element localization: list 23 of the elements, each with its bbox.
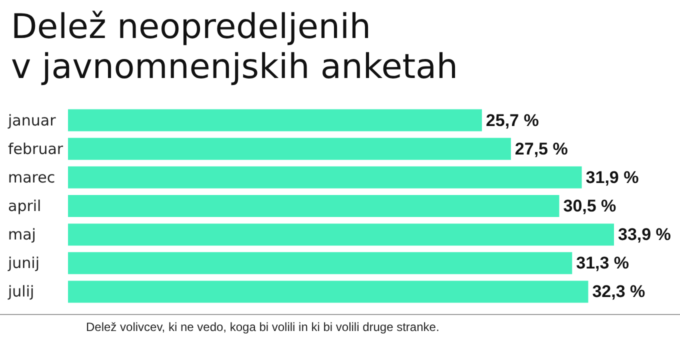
y-tick-label: februar <box>8 140 64 158</box>
bar <box>68 224 614 246</box>
data-label: 33,9 % <box>618 225 671 244</box>
text: Delež volivcev, ki ne vedo, koga bi volili in ki bi volili druge stranke. <box>86 320 440 334</box>
data-label: 25,7 % <box>486 110 539 130</box>
bar <box>68 195 560 217</box>
data-label: 30,5 % <box>563 196 616 216</box>
y-tick-label: januar <box>7 111 57 130</box>
y-tick-label: maj <box>8 226 36 244</box>
y-tick-label: julij <box>7 282 34 301</box>
data-label: 27,5 % <box>514 139 568 158</box>
bar <box>68 252 572 274</box>
y-tick-label: marec <box>8 168 56 186</box>
chart-title: Delež neopredeljenih v javnomnenjskih anketah <box>11 7 458 87</box>
data-label: 31,9 % <box>586 168 639 187</box>
y-tick-label: april <box>8 197 42 215</box>
data-label: 32,3 % <box>592 282 646 302</box>
bar <box>68 166 582 188</box>
y-tick-label: junij <box>7 254 40 272</box>
bar <box>68 109 482 132</box>
data-label: 31,3 % <box>576 254 630 273</box>
bar <box>68 138 511 160</box>
bar <box>68 280 588 303</box>
